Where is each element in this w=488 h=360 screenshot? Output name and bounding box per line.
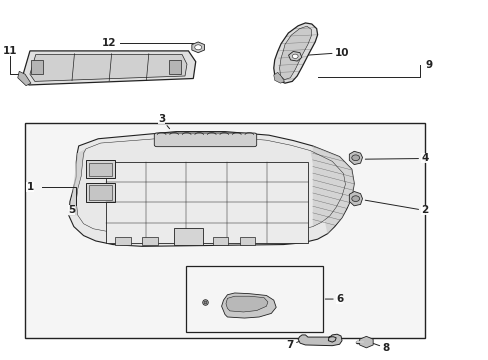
Text: 10: 10 [304,48,348,58]
Text: 1: 1 [26,182,34,192]
Polygon shape [18,71,31,86]
FancyBboxPatch shape [154,133,256,147]
Polygon shape [69,149,86,216]
Bar [89,185,112,200]
Circle shape [351,155,359,161]
Text: 11: 11 [3,46,18,56]
Polygon shape [273,23,317,83]
Text: 8: 8 [371,343,389,353]
Text: 7: 7 [286,340,299,350]
Bar [25,123,424,338]
Text: 2: 2 [365,200,427,216]
Text: 9: 9 [425,60,431,70]
Bar [168,60,181,74]
Bar [86,160,115,178]
Bar [115,237,131,245]
Bar [239,237,255,245]
Polygon shape [279,26,311,80]
Text: 4: 4 [365,153,427,163]
Polygon shape [310,146,353,234]
Polygon shape [69,132,353,246]
Circle shape [194,45,201,50]
Polygon shape [273,72,284,83]
Bar [31,60,43,74]
Bar [105,162,307,243]
Bar [185,266,322,332]
Text: 3: 3 [158,114,169,129]
Polygon shape [348,151,362,165]
Polygon shape [298,334,341,346]
Text: 5: 5 [68,206,75,216]
Bar [86,183,115,202]
Polygon shape [22,51,195,85]
Bar [142,237,158,245]
Bar [89,163,112,176]
Polygon shape [225,296,267,312]
Polygon shape [221,293,276,318]
Circle shape [351,196,359,202]
Bar [173,228,203,244]
Bar [212,237,228,245]
Circle shape [292,54,298,58]
Polygon shape [30,54,186,81]
Text: 12: 12 [102,38,116,48]
Polygon shape [348,192,362,206]
Text: 6: 6 [325,294,343,304]
